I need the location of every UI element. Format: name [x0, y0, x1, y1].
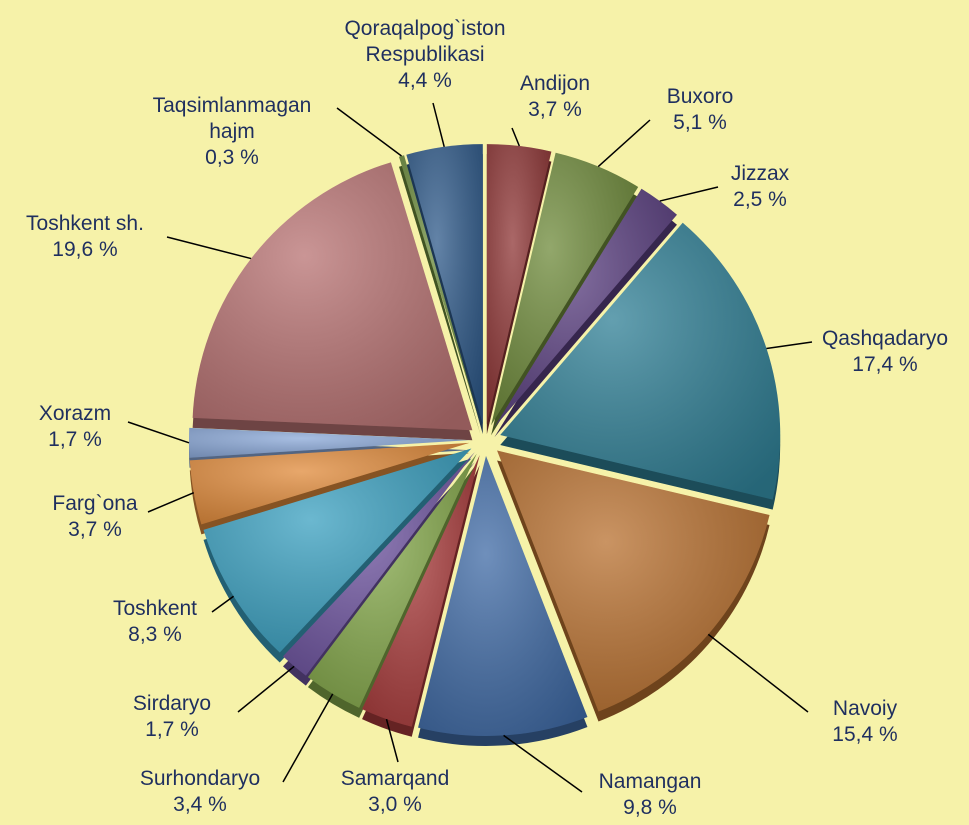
slice-shade	[418, 455, 588, 736]
slice-shade	[283, 452, 475, 676]
leader-line	[127, 421, 190, 444]
category-label: Xorazm	[38, 402, 112, 425]
leader-line	[211, 595, 235, 613]
slice-label: Xorazm 1,7 %	[39, 401, 111, 453]
slice-shade	[494, 188, 677, 428]
category-label: Andijon	[519, 72, 591, 95]
value-label: 9,8 %	[623, 796, 677, 819]
category-label: Samarqand	[340, 767, 450, 790]
slice-shade	[398, 155, 481, 425]
category-label: Qashqadaryo	[821, 327, 949, 350]
leader-line	[237, 665, 295, 713]
category-label: Navoiy	[832, 697, 898, 720]
value-label: 3,4 %	[173, 793, 227, 816]
slice-depth	[398, 165, 481, 435]
slice-label: Toshkent sh. 19,6 %	[26, 211, 144, 263]
slice-shade	[307, 453, 477, 708]
slice-shade	[406, 144, 483, 425]
leader-line	[766, 341, 813, 350]
slice-label: Navoiy 15,4 %	[832, 696, 897, 748]
slice-label: Toshkent 8,3 %	[113, 596, 197, 648]
leader-line	[336, 107, 402, 157]
value-label: 17,4 %	[852, 353, 918, 376]
value-label: 15,4 %	[832, 723, 898, 746]
category-label: Sirdaryo	[132, 692, 212, 715]
value-label: 3,7 %	[528, 98, 582, 121]
slice-label: Farg`ona 3,7 %	[52, 491, 137, 543]
slice-label: Taqsimlanmagan hajm 0,3 %	[132, 93, 332, 171]
leader-line	[707, 633, 809, 713]
category-label: Surhondaryo	[139, 767, 261, 790]
leader-line	[659, 186, 719, 202]
slice-shade	[500, 222, 781, 500]
leader-line	[597, 119, 651, 168]
slice-label: Jizzax 2,5 %	[731, 161, 789, 213]
slice-label: Namangan 9,8 %	[599, 769, 702, 821]
slice-label: Buxoro 5,1 %	[667, 84, 734, 136]
value-label: 2,5 %	[733, 188, 787, 211]
category-label: Toshkent sh.	[26, 212, 144, 235]
value-label: 1,7 %	[48, 428, 102, 451]
value-label: 5,1 %	[673, 111, 727, 134]
category-label: Taqsimlanmagan hajm	[152, 94, 312, 143]
slice-label: Qoraqalpog`iston Respublikasi 4,4 %	[325, 16, 525, 94]
slice-label: Samarqand 3,0 %	[341, 766, 450, 818]
slice-shade	[486, 144, 552, 425]
slice-label: Qashqadaryo 17,4 %	[822, 326, 948, 378]
leader-line	[147, 492, 195, 513]
category-label: Farg`ona	[52, 492, 138, 515]
slice-shade	[203, 448, 472, 653]
value-label: 3,7 %	[68, 518, 122, 541]
leader-line	[432, 102, 445, 148]
category-label: Buxoro	[666, 85, 734, 108]
value-label: 3,0 %	[368, 793, 422, 816]
category-label: Toshkent	[112, 597, 198, 620]
leader-line	[282, 693, 334, 783]
leader-line	[166, 236, 252, 260]
category-label: Qoraqalpog`iston Respublikasi	[344, 17, 506, 66]
value-label: 1,7 %	[145, 718, 199, 741]
category-label: Namangan	[598, 770, 702, 793]
slice-label: Surhondaryo 3,4 %	[140, 766, 260, 818]
value-label: 8,3 %	[128, 623, 182, 646]
value-label: 0,3 %	[205, 146, 259, 169]
value-label: 4,4 %	[398, 69, 452, 92]
slice-label: Andijon 3,7 %	[520, 71, 590, 123]
slice-shade	[497, 450, 770, 712]
leader-line	[385, 718, 399, 763]
slice-shade	[362, 455, 480, 727]
value-label: 19,6 %	[52, 238, 118, 261]
leader-line	[503, 734, 583, 793]
slice-shade	[192, 162, 473, 431]
slice-shade	[189, 442, 470, 525]
category-label: Jizzax	[730, 162, 790, 185]
leader-line	[511, 127, 521, 147]
slice-label: Sirdaryo 1,7 %	[133, 691, 211, 743]
slice-shade	[491, 152, 639, 426]
slice-shade	[189, 427, 470, 458]
